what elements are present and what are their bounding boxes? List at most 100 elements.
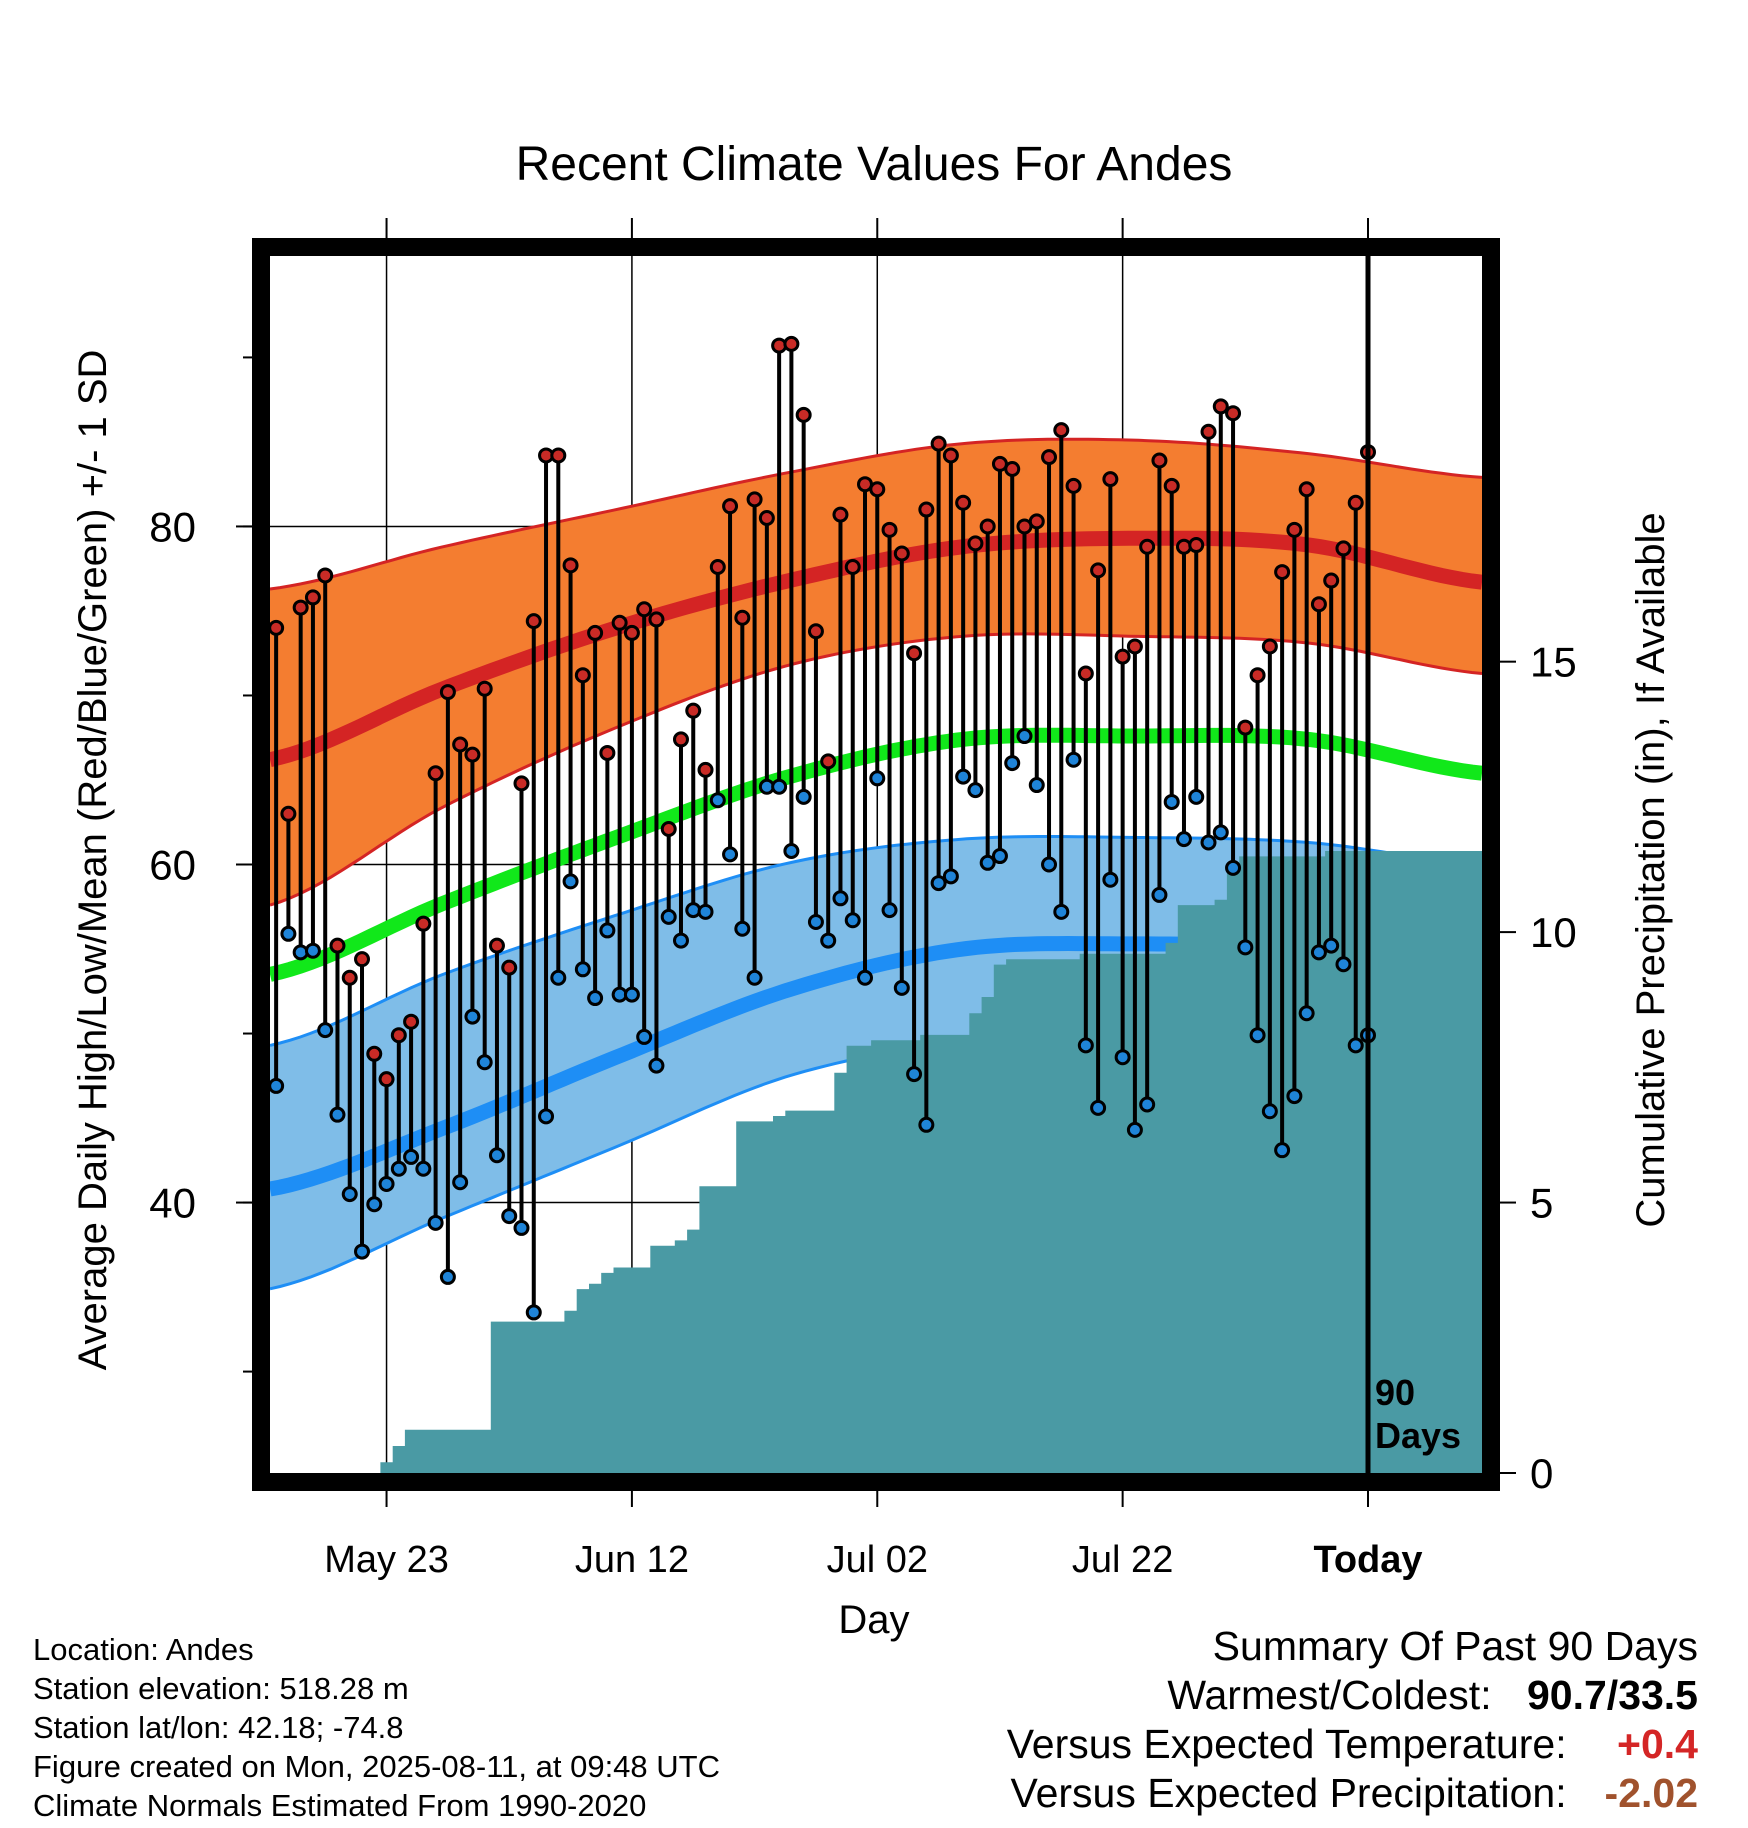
x-tick-label: Today <box>1313 1539 1422 1581</box>
high-point <box>1323 572 1340 589</box>
low-point <box>1335 956 1352 973</box>
low-point <box>844 912 861 929</box>
high-point <box>844 559 861 576</box>
right-tick-label: 5 <box>1530 1180 1553 1227</box>
high-sd-band-upper-edge <box>269 437 1483 591</box>
high-point <box>955 494 972 511</box>
low-point <box>820 932 837 949</box>
low-point <box>906 1066 923 1083</box>
period-label-line2: Days <box>1375 1415 1461 1456</box>
high-point <box>807 623 824 640</box>
high-point <box>550 447 567 464</box>
high-point <box>1126 638 1143 655</box>
left-tick-label: 60 <box>149 842 196 889</box>
high-point <box>268 619 285 636</box>
high-point <box>488 937 505 954</box>
high-point <box>329 937 346 954</box>
low-point <box>930 875 947 892</box>
high-point <box>979 518 996 535</box>
high-point <box>611 614 628 631</box>
x-tick-label: May 23 <box>324 1539 449 1581</box>
low-point <box>427 1214 444 1231</box>
low-point <box>1188 788 1205 805</box>
high-point <box>1151 452 1168 469</box>
precipitation-area <box>270 851 1482 1473</box>
temp-label: Versus Expected Temperature: <box>1006 1721 1567 1767</box>
high-point <box>1053 422 1070 439</box>
high-point <box>415 915 432 932</box>
high-point <box>1347 494 1364 511</box>
normals-text: Climate Normals Estimated From 1990-2020 <box>33 1788 647 1823</box>
precip-label: Versus Expected Precipitation: <box>1010 1770 1567 1816</box>
high-point <box>1274 564 1291 581</box>
high-point <box>562 557 579 574</box>
high-point <box>820 753 837 770</box>
low-point <box>1151 886 1168 903</box>
low-point <box>488 1147 505 1164</box>
high-sd-band <box>270 439 1482 906</box>
high-point <box>918 501 935 518</box>
high-point <box>574 667 591 684</box>
low-point <box>636 1028 653 1045</box>
daily-range-bars <box>274 343 1370 1313</box>
high-point <box>1225 405 1242 422</box>
low-point <box>354 1243 371 1260</box>
low-point <box>955 768 972 785</box>
high-point <box>403 1013 420 1030</box>
summary-title: Summary Of Past 90 Days <box>1212 1623 1698 1669</box>
x-axis-label: Day <box>838 1598 909 1642</box>
plot-frame <box>252 238 1500 1491</box>
summary-panel: Summary Of Past 90 Days Warmest/Coldest:… <box>1007 1622 1698 1818</box>
summary-warmest-row: Warmest/Coldest: 90.7/33.5 <box>1007 1671 1698 1720</box>
high-point <box>1249 667 1266 684</box>
low-point <box>722 846 739 863</box>
right-axis: 0 5 10 15 <box>1500 639 1577 1497</box>
low-point <box>1298 1005 1315 1022</box>
low-point <box>660 908 677 925</box>
high-point <box>1041 449 1058 466</box>
right-tick-label: 15 <box>1530 639 1577 686</box>
high-point <box>893 545 910 562</box>
high-point <box>366 1045 383 1062</box>
low-point <box>991 848 1008 865</box>
low-point <box>452 1174 469 1191</box>
high-point <box>709 559 726 576</box>
low-point <box>599 922 616 939</box>
low-point <box>1114 1049 1131 1066</box>
x-axis: May 23 Jun 12 Jul 02 Jul 22 Today <box>324 218 1423 1581</box>
high-point <box>783 335 800 352</box>
low-point <box>832 890 849 907</box>
high-point <box>1077 665 1094 682</box>
low-point <box>857 969 874 986</box>
low-point <box>403 1148 420 1165</box>
high-point <box>1298 481 1315 498</box>
low-point <box>1310 944 1327 961</box>
high-point <box>427 765 444 782</box>
high-point <box>292 599 309 616</box>
low-point <box>771 778 788 795</box>
low-point <box>513 1219 530 1236</box>
low-point <box>1065 751 1082 768</box>
low-point <box>464 1008 481 1025</box>
low-point <box>1126 1121 1143 1138</box>
high-point <box>1212 398 1229 415</box>
low-point <box>1237 939 1254 956</box>
low-point <box>280 925 297 942</box>
low-point <box>1139 1096 1156 1113</box>
high-point <box>464 746 481 763</box>
high-point <box>942 447 959 464</box>
low-point <box>562 873 579 890</box>
low-point <box>366 1196 383 1213</box>
high-point <box>685 702 702 719</box>
right-axis-label: Cumulative Precipitation (in), If Availa… <box>1629 512 1673 1227</box>
low-point <box>1077 1037 1094 1054</box>
low-point <box>1212 824 1229 841</box>
low-point <box>538 1108 555 1125</box>
low-point <box>918 1116 935 1133</box>
high-point <box>967 535 984 552</box>
low-point <box>623 986 640 1003</box>
low-point <box>1016 728 1033 745</box>
low-point <box>648 1057 665 1074</box>
low-point <box>550 969 567 986</box>
low-point <box>587 990 604 1007</box>
